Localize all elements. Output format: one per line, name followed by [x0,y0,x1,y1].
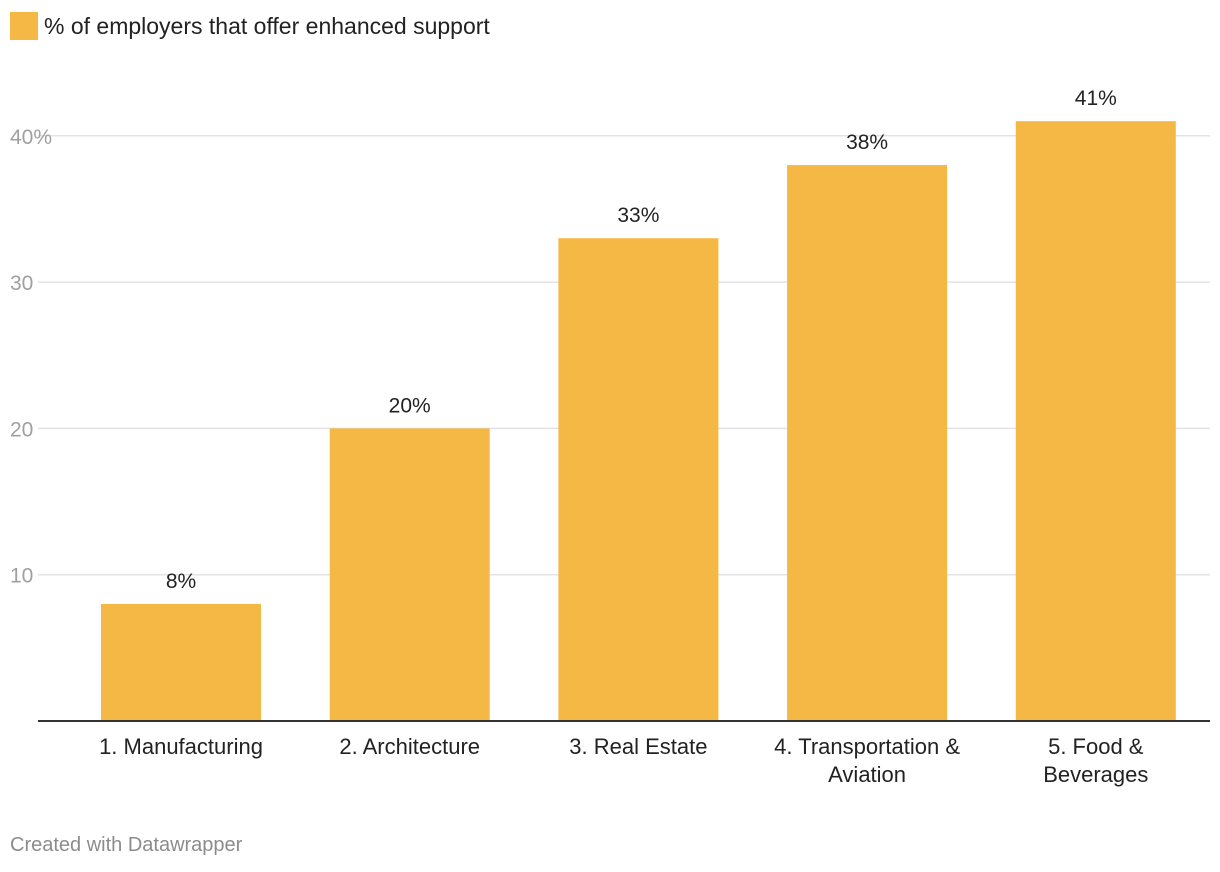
legend-swatch [10,12,38,40]
bar-value-label: 8% [166,570,196,593]
y-tick-label: 30 [10,272,33,295]
bar [558,238,719,721]
bar [787,165,948,721]
bar-value-label: 33% [617,204,659,227]
bar [101,603,261,721]
bar-value-label: 20% [389,394,431,417]
legend-label: % of employers that offer enhanced suppo… [44,12,490,39]
datawrapper-credit[interactable]: Created with Datawrapper [10,834,243,856]
legend: % of employers that offer enhanced suppo… [10,12,490,40]
x-tick-label: 1. Manufacturing [99,734,263,759]
x-tick-label: 4. Transportation & Aviation [774,734,960,787]
y-tick-label: 10 [10,565,33,588]
bar-value-label: 41% [1075,87,1117,110]
bar [329,428,490,721]
bar [1015,121,1176,722]
x-tick-label: 3. Real Estate [569,734,707,759]
bar-value-label: 38% [846,131,888,154]
x-tick-label: 2. Architecture [339,734,480,759]
y-tick-label: 40% [10,126,52,149]
x-tick-label: 5. Food & Beverages [1043,734,1148,787]
y-tick-label: 20 [10,418,33,441]
